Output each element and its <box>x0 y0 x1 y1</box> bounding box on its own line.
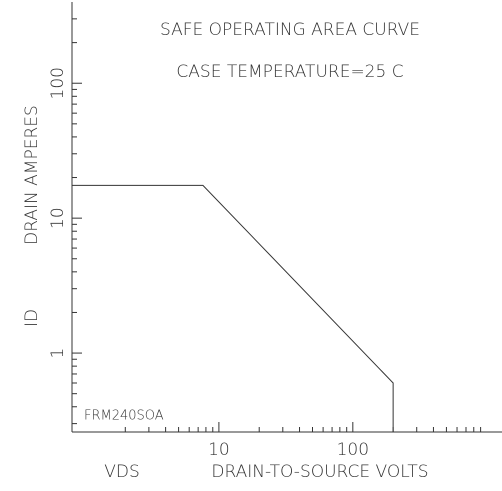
chart-subtitle: CASE TEMPERATURE=25 C <box>176 62 403 82</box>
chart-title: SAFE OPERATING AREA CURVE <box>160 20 420 40</box>
y-tick-label: 10 <box>48 207 68 229</box>
x-symbol: VDS <box>104 462 140 482</box>
y-axis-label: DRAIN AMPERES <box>22 105 42 245</box>
annotation: FRM240SOA <box>84 409 164 424</box>
y-tick-label: 1 <box>48 348 68 359</box>
x-tick-label: 10 <box>208 440 230 460</box>
x-axis-label: DRAIN-TO-SOURCE VOLTS <box>211 462 428 482</box>
y-tick-label: 100 <box>48 67 68 99</box>
data-line <box>72 184 394 432</box>
y-symbol: ID <box>22 309 42 327</box>
x-tick-label: 100 <box>337 440 369 460</box>
